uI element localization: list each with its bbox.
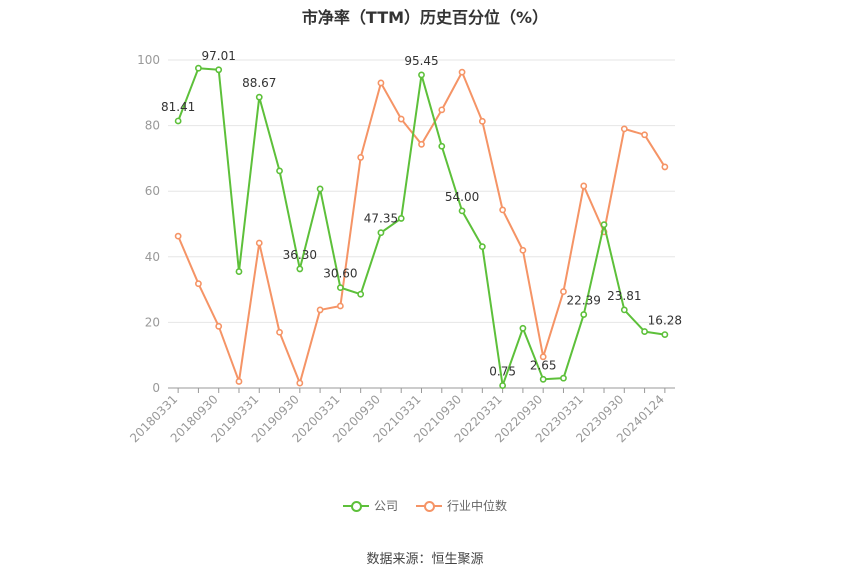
data-point-industry-median [276,328,283,336]
data-point-company [600,221,608,229]
data-point-company [458,207,466,215]
data-point-company [418,71,425,79]
data-point-industry-median [195,280,202,288]
data-point-industry-median [215,322,223,330]
data-label: 97.01 [202,49,236,63]
data-point-company [580,311,588,318]
data-point-industry-median [641,131,648,139]
data-point-industry-median [397,115,405,123]
y-tick-label: 100 [137,53,160,67]
legend-label-industry-median: 行业中位数 [447,499,508,513]
data-point-company [336,284,344,292]
data-point-company [377,229,385,237]
y-tick-label: 0 [152,381,160,395]
data-point-company [661,331,669,339]
legend-swatch-company [342,500,369,512]
data-point-company [478,243,486,251]
data-point-industry-median [235,378,243,385]
data-point-industry-median [478,117,486,125]
data-label: 95.45 [404,54,438,68]
data-label: 47.35 [364,212,398,226]
data-point-industry-median [357,154,365,161]
data-point-industry-median [438,106,446,114]
data-label: 23.81 [607,289,641,303]
data-label: 54.00 [445,190,479,204]
data-point-company [316,185,324,193]
legend-label-company: 公司 [373,499,398,513]
series-line-company [177,67,666,387]
data-point-company [539,375,547,383]
data-point-company [641,328,648,335]
y-tick-label: 20 [145,315,160,329]
data-label: 81.41 [161,100,195,114]
data-point-industry-median [560,288,567,295]
data-point-industry-median [174,232,182,240]
data-point-company [397,215,405,222]
data-point-company [276,167,283,175]
data-point-industry-median [255,239,263,247]
y-tick-label: 80 [145,119,160,133]
data-point-industry-median [661,163,669,171]
series-line-industry-median [177,71,666,385]
data-point-industry-median [499,206,507,214]
data-point-company [560,374,567,382]
y-tick-label: 40 [145,250,160,264]
data-label: 88.67 [242,76,276,90]
data-point-industry-median [377,79,385,87]
data-label: 36.30 [283,248,317,262]
data-point-company [235,268,243,275]
data-point-company [357,290,365,298]
data-point-company [174,117,182,125]
data-point-industry-median [580,182,588,190]
legend-item-industry-median[interactable]: 行业中位数 [416,497,507,514]
data-point-company [255,93,263,101]
legend-item-company[interactable]: 公司 [342,497,398,514]
data-point-industry-median [418,140,425,148]
data-source-note: 数据来源：恒生聚源 [366,552,484,567]
data-label: 0.75 [489,365,516,379]
data-point-company [296,265,304,273]
data-point-company [438,142,446,150]
data-point-company [620,306,628,314]
data-point-company [195,64,202,72]
data-point-industry-median [296,379,304,387]
chart-title: 市净率（TTM）历史百分位（%） [301,8,549,27]
data-point-industry-median [519,246,527,254]
y-tick-label: 60 [145,184,160,198]
data-point-industry-median [620,125,628,133]
data-point-company [499,382,507,389]
data-point-company [215,66,223,74]
chart-legend: 公司 行业中位数 [0,497,850,514]
data-label: 22.39 [567,294,601,308]
data-point-company [519,324,527,332]
data-label: 30.60 [323,267,357,281]
data-label: 16.28 [648,314,682,328]
data-point-industry-median [316,306,324,314]
legend-swatch-industry-median [416,500,442,512]
data-label: 2.65 [530,358,557,372]
data-point-industry-median [539,353,547,361]
data-point-industry-median [458,68,466,76]
data-point-industry-median [336,302,344,310]
